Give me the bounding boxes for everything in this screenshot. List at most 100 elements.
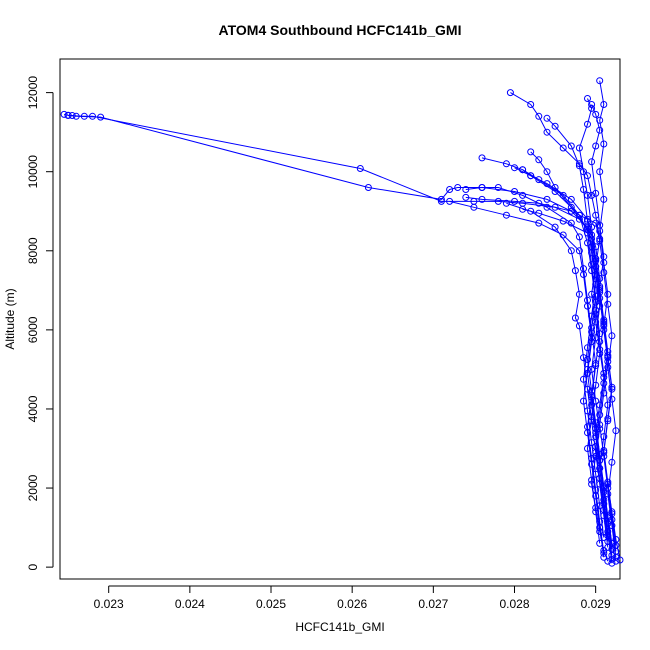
x-tick-label: 0.027 [418,597,448,611]
data-point [604,363,612,371]
data-point [588,401,596,409]
x-tick-label: 0.026 [337,597,367,611]
data-point [604,415,612,423]
data-point [588,101,596,108]
data-point [588,261,596,269]
series-line [546,117,605,538]
data-point [527,101,535,108]
data-point [502,199,510,207]
series-line [530,151,617,546]
x-axis-label: HCFC141b_GMI [295,620,384,634]
data-point [535,199,543,207]
data-point [600,534,608,541]
data-point [571,314,579,322]
x-tick-label: 0.024 [175,597,205,611]
data-point [596,288,604,296]
data-point [588,324,596,332]
data-point [502,160,510,168]
data-point [446,186,454,193]
data-point [580,375,587,383]
data-point [535,112,543,120]
series-line [522,208,613,550]
data-point [596,237,604,245]
data-point [588,387,596,395]
data-point [592,243,600,251]
data-point [571,267,579,275]
data-point [478,154,486,162]
data-point [519,191,527,199]
data-point [600,253,608,261]
data-point [604,528,612,535]
data-point [494,184,502,191]
data-point [543,180,551,188]
data-point [478,195,486,203]
data-point [356,165,364,172]
data-point [584,344,591,352]
data-point [519,166,527,174]
data-point [600,496,608,504]
data-point [588,439,596,447]
data-point [527,172,535,180]
data-point [592,419,600,427]
data-point [543,195,551,203]
plot-area [59,58,621,580]
x-tick-label: 0.023 [94,597,124,611]
data-point [543,203,551,211]
data-point [437,195,445,203]
data-point [600,482,608,490]
data-point [600,369,608,377]
data-point [584,95,591,102]
data-point [600,379,608,387]
data-point [600,389,608,397]
data-point [588,312,596,320]
data-point [580,265,587,273]
data-point [600,269,608,276]
data-point [575,247,583,255]
data-point [608,332,616,340]
data-point [567,195,575,203]
data-point [502,211,510,219]
data-point [596,421,604,429]
data-point [559,191,567,199]
x-tick-label: 0.025 [256,597,286,611]
data-point [584,296,591,304]
x-tick-label: 0.028 [499,597,529,611]
data-point [511,197,518,205]
series-line [68,115,613,560]
data-point [592,470,600,478]
y-tick-label: 0 [26,563,40,570]
data-point [596,518,604,526]
data-point [596,464,604,472]
data-point [600,320,608,328]
series-line [465,196,617,558]
series-11 [462,193,620,561]
data-point [612,553,620,561]
data-point [608,545,616,553]
data-point [454,184,462,191]
data-point [592,219,600,227]
data-point [559,144,567,152]
data-point [600,433,608,441]
series-line [449,200,605,558]
data-point [543,168,551,176]
chart-title: ATOM4 Southbound HCFC141b_GMI [219,22,462,38]
series-line [465,187,605,554]
data-point [604,401,612,409]
data-point [551,184,559,191]
data-point [592,142,600,150]
data-point [604,514,612,522]
data-point [588,249,596,257]
data-point [511,164,518,172]
data-point [612,557,620,565]
x-tick-label: 0.029 [581,597,611,611]
data-point [584,120,591,128]
y-tick-label: 8000 [26,237,40,264]
data-point [608,383,616,391]
data-point [600,195,608,203]
data-point [470,203,478,211]
data-point [592,486,600,494]
data-point [567,142,575,150]
data-point [592,292,600,300]
data-point [596,350,604,358]
data-point [600,553,608,561]
